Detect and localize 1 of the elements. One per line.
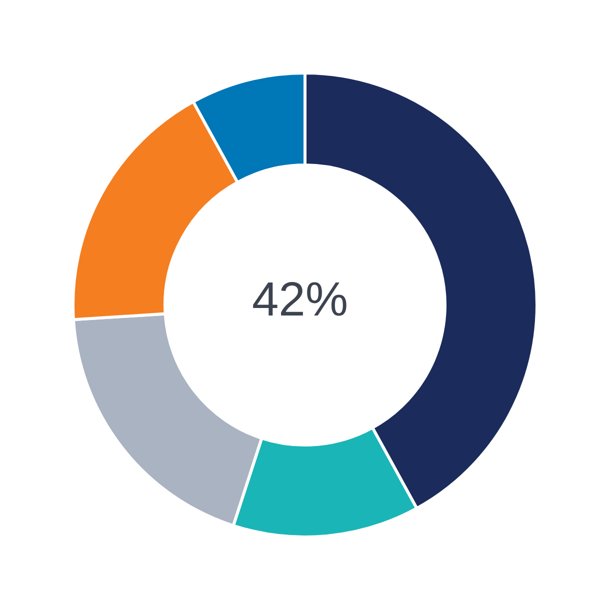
text: 42% xyxy=(252,274,348,326)
